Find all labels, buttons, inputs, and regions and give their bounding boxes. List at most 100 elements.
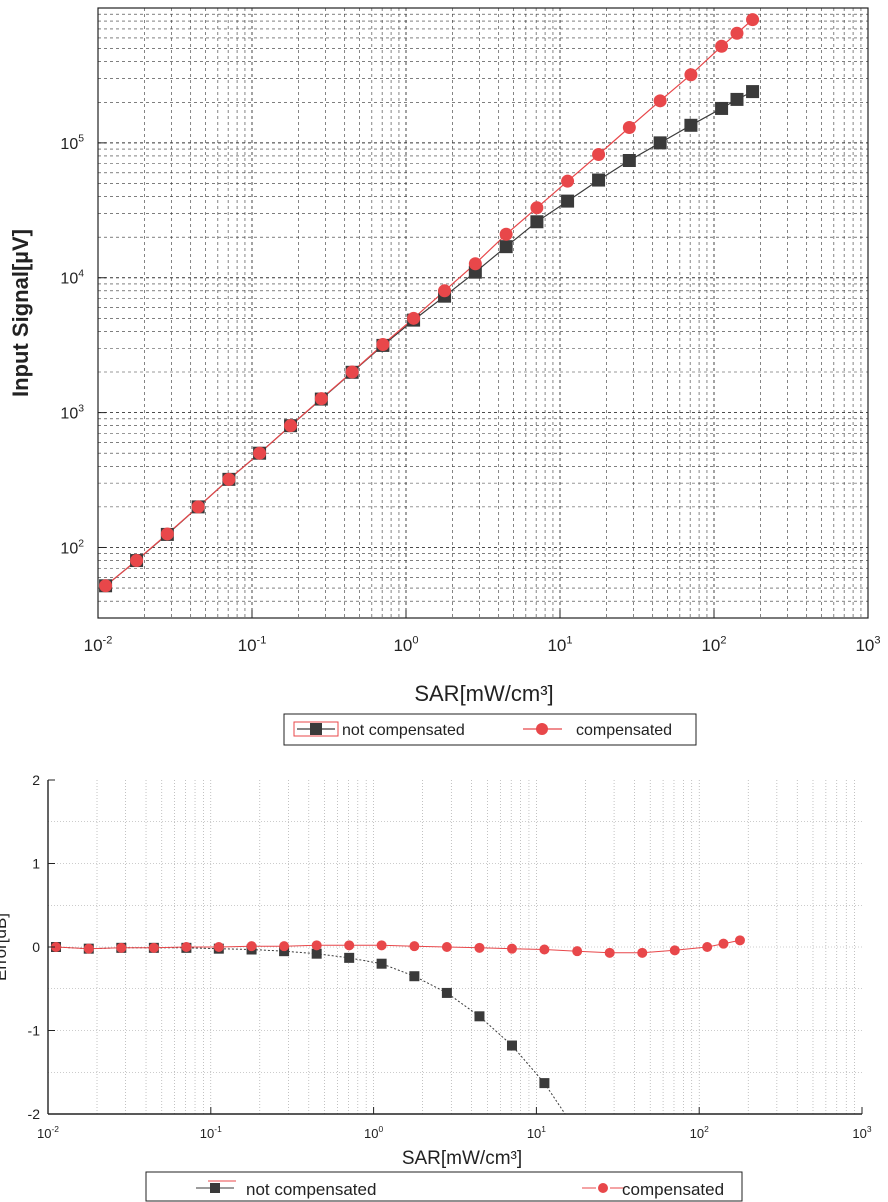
chart1-point-not-compensated — [730, 92, 744, 106]
chart2-x-ticks: 10-2 10-1 100 101 102 103 — [37, 1107, 872, 1141]
chart2-point-not-compensated — [539, 1078, 550, 1089]
chart2-point-compensated — [441, 942, 452, 952]
legend-marker-square — [210, 1183, 220, 1193]
chart1-x-tick-label: 10-1 — [238, 634, 267, 655]
chart1-legend: not compensated compensated — [283, 713, 697, 746]
chart1-y-ticks: 102 103 104 105 — [60, 134, 106, 557]
chart2-point-compensated — [572, 946, 583, 957]
chart1-point-not-compensated — [653, 136, 667, 150]
chart1-x-tick-label: 100 — [393, 634, 418, 655]
chart2-point-compensated — [344, 940, 355, 951]
chart1-point-compensated — [499, 227, 513, 241]
chart1-point-compensated — [561, 174, 575, 188]
chart2-legend-item-compensated: compensated — [582, 1180, 724, 1199]
chart1-point-not-compensated — [746, 85, 760, 99]
chart2-point-compensated — [702, 942, 713, 952]
chart2-point-not-compensated — [474, 1011, 485, 1022]
chart1-point-compensated — [253, 446, 267, 460]
chart2-point-compensated — [51, 942, 62, 952]
chart2-legend: not compensated compensated — [145, 1171, 743, 1202]
chart2-point-compensated — [474, 942, 485, 953]
chart1-point-compensated — [130, 554, 144, 568]
chart2-point-not-compensated — [344, 952, 355, 963]
chart1-point-compensated — [438, 284, 452, 298]
chart2-point-compensated — [279, 941, 290, 952]
legend-marker-circle — [598, 1183, 608, 1193]
chart2-point-compensated — [213, 942, 224, 952]
chart2-x-tick-label: 101 — [527, 1124, 546, 1141]
chart1-point-compensated — [345, 365, 359, 379]
chart2-point-not-compensated — [311, 948, 322, 959]
chart2-point-compensated — [376, 940, 387, 951]
chart2-point-compensated — [637, 947, 648, 958]
chart1-x-tick-label: 101 — [547, 634, 572, 655]
chart1-point-not-compensated — [561, 194, 575, 208]
chart2-legend-box — [145, 1171, 743, 1202]
chart1-grid — [98, 8, 868, 618]
chart1-plot-frame — [97, 7, 869, 619]
chart1-point-compensated — [284, 419, 298, 433]
chart2-x-tick-label: 10-2 — [37, 1124, 59, 1141]
chart2-point-not-compensated — [376, 958, 387, 969]
chart1-legend-item-not-compensated: not compensated — [293, 721, 465, 739]
chart2-point-compensated — [669, 945, 680, 956]
chart2-x-tick-label: 103 — [852, 1124, 871, 1141]
chart2-y-tick-label: 2 — [32, 772, 40, 788]
chart2-point-compensated — [604, 947, 615, 958]
chart2-y-ticks: -2 -1 0 1 2 — [28, 772, 55, 1122]
chart2-x-tick-label: 102 — [690, 1124, 709, 1141]
chart1-point-not-compensated — [622, 154, 636, 168]
chart1-series — [99, 13, 760, 593]
chart1-x-tick-label: 103 — [855, 634, 880, 655]
chart1-point-compensated — [715, 39, 729, 53]
chart1-point-compensated — [684, 68, 698, 82]
legend-label-not-compensated: not compensated — [342, 722, 465, 739]
chart1-point-compensated — [314, 392, 328, 406]
chart1-legend-box — [283, 713, 697, 746]
legend-label-compensated: compensated — [622, 1180, 724, 1199]
chart1-y-tick-label: 103 — [60, 403, 84, 422]
chart1-x-tick-label: 10-2 — [84, 634, 113, 655]
chart1-y-tick-label: 105 — [60, 134, 84, 153]
chart2-point-compensated — [181, 942, 192, 952]
chart1-point-compensated — [592, 147, 606, 161]
chart2-point-compensated — [311, 940, 322, 951]
chart1-x-tick-label: 102 — [701, 634, 726, 655]
chart2-point-compensated — [83, 943, 94, 954]
legend-marker-square — [310, 723, 322, 735]
chart1-point-compensated — [468, 257, 482, 271]
chart2-y-tick-label: -2 — [28, 1106, 41, 1122]
chart2-point-compensated — [718, 938, 729, 949]
chart1-y-tick-label: 102 — [60, 538, 84, 557]
legend-marker-circle — [536, 723, 548, 735]
chart2-point-not-compensated — [409, 971, 420, 982]
chart2-point-compensated — [506, 943, 517, 954]
chart2-point-compensated — [246, 941, 257, 952]
chart2-y-tick-label: -1 — [28, 1023, 41, 1039]
legend-swatch-frame — [293, 721, 339, 737]
chart2-x-tick-label: 100 — [364, 1124, 383, 1141]
chart2-point-compensated — [409, 941, 420, 952]
chart1-point-compensated — [730, 26, 744, 40]
chart1-point-compensated — [376, 337, 390, 351]
chart1-point-compensated — [191, 500, 205, 514]
chart1-point-not-compensated — [499, 240, 513, 254]
chart2-series — [51, 935, 745, 1115]
chart1-y-tick-label: 104 — [60, 269, 84, 288]
chart2-x-tick-label: 10-1 — [200, 1124, 222, 1141]
chart1-point-compensated — [530, 201, 544, 215]
chart2-point-not-compensated — [279, 946, 290, 957]
chart2-point-compensated — [148, 942, 159, 953]
chart-input-signal: 10-2 10-1 100 101 102 103 102 103 104 105 Input … — [8, 7, 881, 746]
legend-label-compensated: compensated — [576, 722, 672, 739]
chart1-x-ticks: 10-2 10-1 100 101 102 103 — [84, 610, 881, 655]
chart1-x-axis-label: SAR[mW/cm³] — [414, 681, 553, 706]
chart-error: 10-2 10-1 100 101 102 103 -2 -1 0 1 2 Error[dB] S… — [0, 772, 872, 1202]
chart1-point-not-compensated — [530, 215, 544, 229]
chart2-y-tick-label: 0 — [32, 939, 40, 955]
chart2-point-not-compensated — [441, 987, 452, 998]
chart2-point-compensated — [539, 944, 550, 955]
chart1-point-compensated — [160, 527, 174, 541]
chart1-point-compensated — [407, 311, 421, 325]
